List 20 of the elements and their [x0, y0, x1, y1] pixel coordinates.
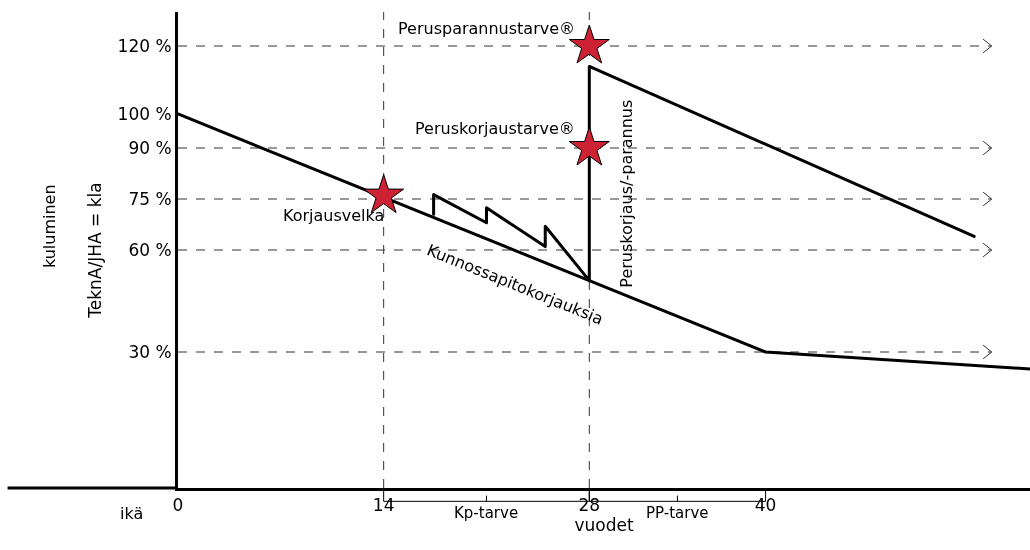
y-tick-label: 100 % [117, 103, 172, 124]
x-tick-label: 40 [754, 495, 777, 516]
y-tick-label: 90 % [128, 137, 172, 158]
text: PP-tarve [646, 504, 709, 522]
annotation: Peruskorjaus/-parannus [617, 99, 637, 288]
y-tick-label: 30 % [128, 341, 172, 362]
x-tick-label: 14 [372, 495, 395, 516]
text: Kp-tarve [454, 504, 519, 522]
y-axis-title: TeknA/JHA = kla [85, 182, 106, 319]
text: kuluminen [39, 184, 59, 269]
annotation: Perusparannustarve® [398, 19, 576, 38]
x-axis-title: vuodet [574, 515, 634, 536]
annotation: Peruskorjaustarve® [415, 119, 575, 138]
y-tick-label: 60 % [128, 239, 172, 260]
text: ikä [120, 504, 144, 523]
annotation: Korjausvelka [283, 206, 385, 225]
x-tick-label: 28 [578, 495, 601, 516]
x-tick-label: 0 [172, 495, 184, 516]
y-tick-label: 120 % [117, 35, 172, 56]
y-tick-label: 75 % [128, 188, 172, 209]
